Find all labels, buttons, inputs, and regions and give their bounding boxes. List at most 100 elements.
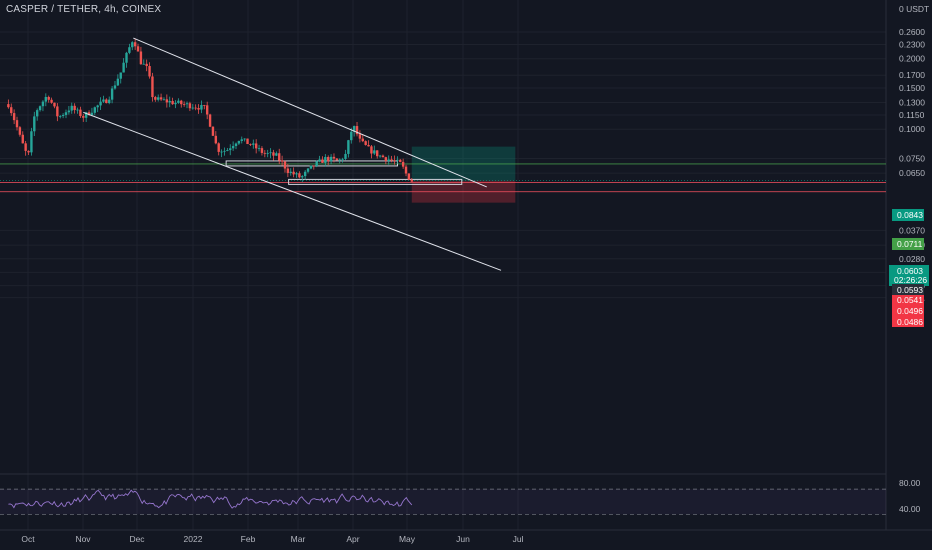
candle-body <box>33 116 36 132</box>
candle-body <box>260 148 264 153</box>
candle-body <box>358 134 362 139</box>
candle-body <box>254 143 258 149</box>
candle-body <box>128 47 131 53</box>
price-tick-label: 0.0750 <box>899 154 925 164</box>
candle-body <box>93 107 97 113</box>
stop-low-label-2: 0.0486 <box>897 317 923 327</box>
channel-lower-line[interactable] <box>83 111 502 271</box>
candle-body <box>329 156 333 162</box>
rsi-line <box>8 489 413 509</box>
candle-body <box>292 171 295 175</box>
candle-body <box>393 160 396 162</box>
candle-body <box>24 143 27 151</box>
candle-body <box>191 107 194 109</box>
symbol-title[interactable]: CASPER / TETHER, 4h, COINEX <box>6 4 162 15</box>
candle-body <box>116 78 120 86</box>
candle-body <box>390 159 393 161</box>
stop-price-tags <box>892 295 924 327</box>
candle-body <box>87 112 91 115</box>
candle-body <box>203 105 206 106</box>
price-tick-label: 0.1700 <box>899 70 925 80</box>
candle-body <box>200 105 203 110</box>
horizontal-lines[interactable] <box>0 163 886 193</box>
time-label-nov: Nov <box>75 534 91 544</box>
candle-body <box>205 105 209 115</box>
candle-body <box>105 99 108 104</box>
candle-body <box>136 46 140 52</box>
candle-body <box>53 102 56 107</box>
candle-body <box>177 100 180 103</box>
trend-channel[interactable] <box>83 37 502 271</box>
candle-body <box>226 150 229 151</box>
candle-body <box>197 108 200 110</box>
price-tick-label: 0.2000 <box>899 54 925 64</box>
candle-body <box>289 171 292 173</box>
candle-body <box>373 150 376 154</box>
candle-body <box>266 153 269 154</box>
candle-body <box>148 66 151 77</box>
candle-body <box>347 140 350 154</box>
support-zone-box[interactable] <box>288 178 463 185</box>
candle-body <box>272 152 275 156</box>
candle-body <box>47 96 50 100</box>
candle-body <box>231 146 235 149</box>
price-tick-label: 0.0370 <box>899 225 925 235</box>
candle-body <box>286 168 290 173</box>
support-price-label: 0.0593 <box>897 285 923 295</box>
candle-body <box>275 153 278 156</box>
price-axis[interactable]: 0 USDT 0.2600 0.2300 0.2000 0.1700 0.1500 0.1… <box>899 4 929 303</box>
candle-body <box>162 99 166 101</box>
candle-body <box>396 159 399 161</box>
entry-level-label: 0.0711 <box>897 239 923 249</box>
candle-body <box>257 148 261 149</box>
time-label-jul: Jul <box>513 534 524 544</box>
candle-body <box>295 173 298 175</box>
candle-body <box>335 158 339 161</box>
candle-body <box>171 100 174 105</box>
target-price-tag <box>892 209 924 221</box>
candle-body <box>174 102 177 105</box>
channel-upper-line[interactable] <box>133 37 487 188</box>
candle-body <box>73 105 76 111</box>
candle-body <box>151 76 154 98</box>
current-price-label: 0.0603 <box>897 266 923 276</box>
candle-body <box>194 107 197 109</box>
candle-body <box>263 152 267 154</box>
candle-body <box>76 109 79 111</box>
candle-body <box>278 153 281 161</box>
long-position-tool[interactable] <box>411 146 516 203</box>
candle-body <box>165 99 169 103</box>
candle-body <box>364 141 367 145</box>
candle-body <box>269 152 272 154</box>
candle-body <box>283 161 287 169</box>
candle-body <box>208 114 212 127</box>
candle-body <box>217 143 220 152</box>
candle-body <box>157 97 160 100</box>
price-tick-label: 0.1300 <box>899 98 925 108</box>
candle-body <box>7 104 10 108</box>
target-price-label: 0.0843 <box>897 210 923 220</box>
candle-body <box>99 101 102 106</box>
time-label-dec: Dec <box>129 534 145 544</box>
candle-body <box>404 166 408 174</box>
time-axis[interactable]: Oct Nov Dec 2022 Feb Mar Apr May Jun Jul <box>21 534 523 544</box>
candle-body <box>131 42 134 48</box>
candle-body <box>30 131 33 153</box>
candle-body <box>378 155 382 157</box>
price-tick-label: 0.1150 <box>899 110 925 120</box>
candle-body <box>381 155 385 158</box>
stop-low-label-1: 0.0496 <box>897 306 923 316</box>
candle-body <box>159 97 163 100</box>
candlestick-series <box>7 38 413 183</box>
candle-body <box>252 143 255 145</box>
candle-body <box>367 144 370 147</box>
rsi-pane[interactable] <box>0 488 886 515</box>
candle-body <box>182 104 186 105</box>
candle-body <box>122 62 125 73</box>
candle-body <box>298 173 301 178</box>
candle-body <box>84 112 88 118</box>
candle-body <box>154 97 157 100</box>
candle-body <box>113 85 117 89</box>
